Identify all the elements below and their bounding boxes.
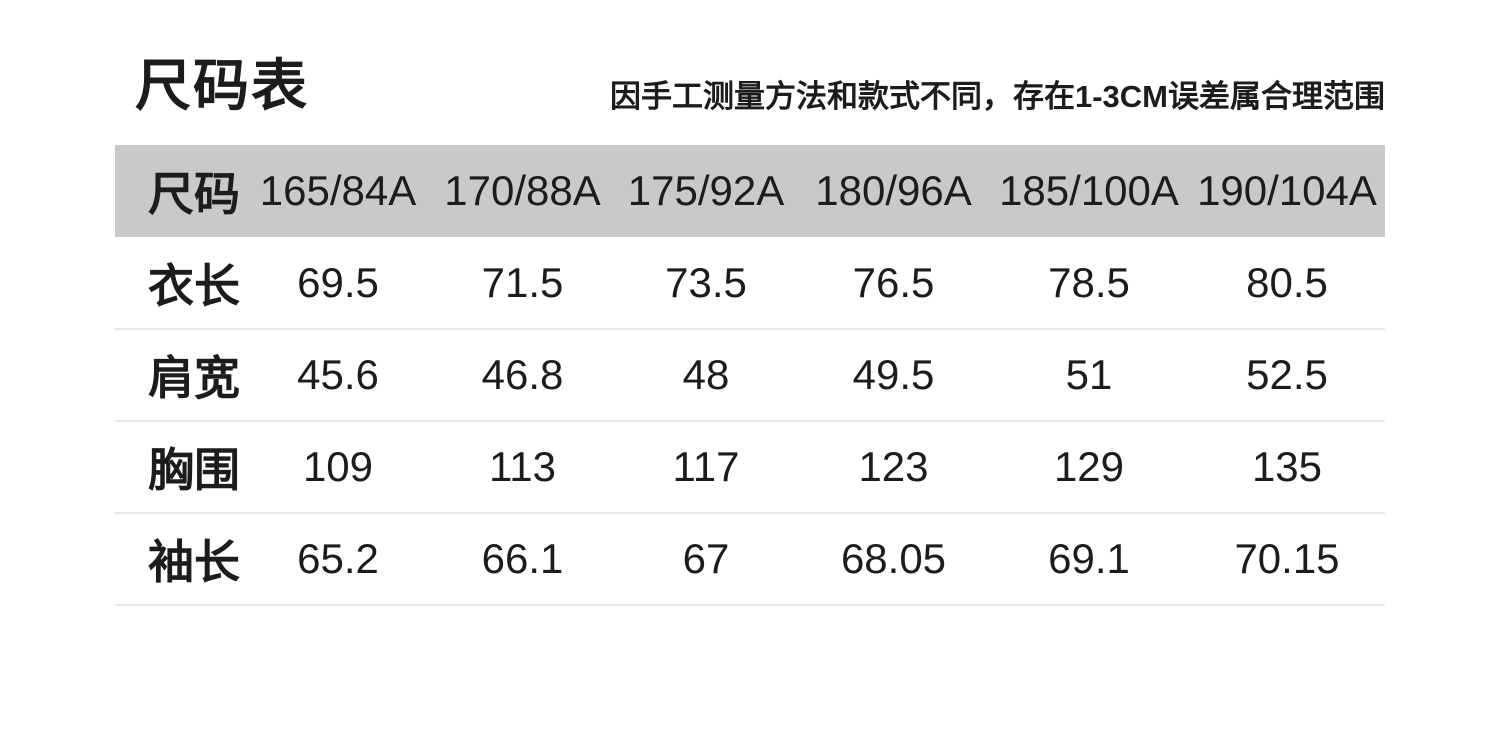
cell-garment-length-6: 80.5 [1246,258,1328,306]
header-cell-size-5: 185/100A [999,167,1179,214]
size-table: 尺码 165/84A 170/88A 175/92A 180/96A 185/1… [115,145,1385,606]
cell-garment-length-5: 78.5 [1048,258,1130,306]
cell-sleeve-length-6: 70.15 [1234,535,1340,582]
row-label-chest: 胸围 [148,444,240,496]
row-label-sleeve-length: 袖长 [148,536,240,588]
measurement-tolerance-note: 因手工测量方法和款式不同，存在1-3CM误差属合理范围 [609,79,1385,114]
cell-garment-length-1: 69.5 [297,258,379,306]
cell-shoulder-width-2: 46.8 [481,351,564,398]
header-cell-size-4: 180/96A [815,167,972,214]
row-label-garment-length: 衣长 [148,259,240,312]
cell-sleeve-length-2: 66.1 [481,535,564,582]
table-row-sleeve-length: 袖长 65.2 66.1 67 68.05 69.1 70.15 [115,513,1385,605]
header-cell-size-1: 165/84A [259,167,417,214]
cell-shoulder-width-5: 51 [1065,351,1113,398]
cell-garment-length-4: 76.5 [852,258,935,306]
size-table-header-row: 尺码 165/84A 170/88A 175/92A 180/96A 185/1… [115,145,1385,237]
page-header: 尺码表 因手工测量方法和款式不同，存在1-3CM误差属合理范围 [135,50,1385,114]
cell-shoulder-width-4: 49.5 [852,351,935,398]
cell-shoulder-width-6: 52.5 [1246,351,1328,398]
header-cell-size-label: 尺码 [148,168,240,220]
page-title: 尺码表 [135,54,309,117]
header-cell-size-2: 170/88A [444,167,601,214]
cell-chest-3: 117 [672,443,740,490]
cell-chest-5: 129 [1053,443,1125,490]
cell-sleeve-length-5: 69.1 [1048,535,1130,582]
cell-shoulder-width-1: 45.6 [297,351,379,398]
header-cell-size-3: 175/92A [627,167,785,214]
cell-chest-4: 123 [858,443,929,490]
cell-garment-length-2: 71.5 [481,258,564,306]
cell-sleeve-length-4: 68.05 [840,535,947,582]
table-row-garment-length: 衣长 69.5 71.5 73.5 76.5 78.5 80.5 [115,237,1385,329]
cell-chest-6: 135 [1251,443,1323,490]
cell-garment-length-3: 73.5 [665,258,747,306]
cell-shoulder-width-3: 48 [682,351,730,398]
cell-chest-1: 109 [302,443,374,490]
row-label-shoulder-width: 肩宽 [148,352,240,404]
cell-sleeve-length-3: 67 [682,535,730,582]
header-cell-size-6: 190/104A [1197,167,1377,214]
cell-chest-2: 113 [489,443,556,490]
cell-sleeve-length-1: 65.2 [297,535,379,582]
table-row-chest: 胸围 109 113 117 123 129 135 [115,421,1385,513]
table-row-shoulder-width: 肩宽 45.6 46.8 48 49.5 51 52.5 [115,329,1385,421]
